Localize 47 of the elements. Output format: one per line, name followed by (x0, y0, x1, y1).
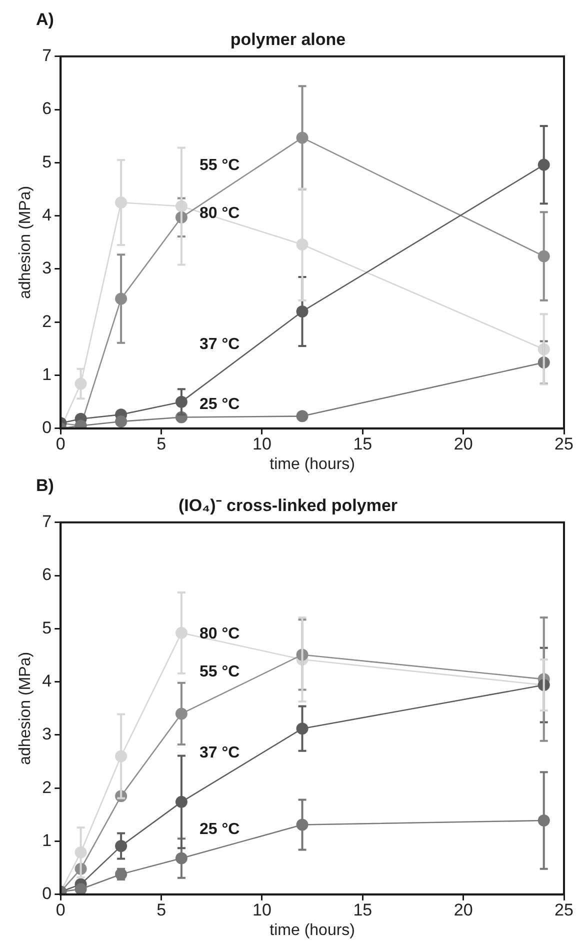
y-tick-label: 4 (42, 672, 52, 691)
text: B) (36, 476, 54, 496)
x-axis-title: time (hours) (270, 922, 356, 939)
chart-title: (IO₄)⁻ cross-linked polymer (178, 496, 398, 515)
x-tick-label: 20 (454, 434, 473, 454)
x-tick-label: 0 (56, 434, 66, 454)
chart-title: polymer alone (230, 30, 346, 49)
x-tick-label: 15 (353, 900, 372, 920)
x-tick-label: 15 (353, 434, 372, 454)
y-tick-label: 0 (42, 418, 52, 438)
y-tick-label: 6 (42, 565, 52, 584)
series-label: 37 °C (199, 336, 240, 354)
point (296, 410, 308, 422)
x-tick-label: 5 (156, 900, 166, 920)
x-tick-label: 25 (554, 434, 574, 454)
x-tick-label: 20 (454, 900, 473, 920)
x-tick-label: 10 (252, 434, 272, 454)
y-axis-title: adhesion (MPa) (17, 186, 34, 299)
text: A) (36, 10, 54, 30)
series-label: 55 °C (199, 156, 240, 174)
series-label: 80 °C (199, 204, 240, 222)
y-tick-label: 1 (42, 364, 52, 384)
series-label: 37 °C (199, 744, 240, 762)
series-label: 25 °C (199, 396, 240, 414)
series-label: 80 °C (199, 626, 240, 643)
point (115, 415, 128, 428)
x-tick-label: 0 (56, 900, 66, 920)
y-tick-label: 1 (42, 830, 52, 850)
y-tick-label: 7 (42, 46, 52, 66)
y-tick-label: 3 (42, 258, 52, 278)
y-tick-label: 7 (42, 512, 52, 532)
series-label: 25 °C (199, 820, 240, 838)
y-tick-label: 4 (42, 206, 52, 225)
y-tick-label: 5 (42, 152, 52, 172)
point (74, 883, 87, 894)
y-axis-title: adhesion (MPa) (17, 652, 34, 765)
x-tick-label: 10 (252, 900, 272, 920)
x-tick-label: 5 (156, 434, 166, 454)
x-tick-label: 25 (554, 900, 574, 920)
y-tick-label: 2 (42, 312, 52, 331)
y-tick-label: 5 (42, 618, 52, 638)
y-tick-label: 0 (42, 884, 52, 904)
y-tick-label: 2 (42, 778, 52, 797)
x-axis-title: time (hours) (270, 456, 356, 473)
y-tick-label: 6 (42, 99, 52, 118)
series-label: 55 °C (199, 664, 240, 681)
y-tick-label: 3 (42, 724, 52, 744)
